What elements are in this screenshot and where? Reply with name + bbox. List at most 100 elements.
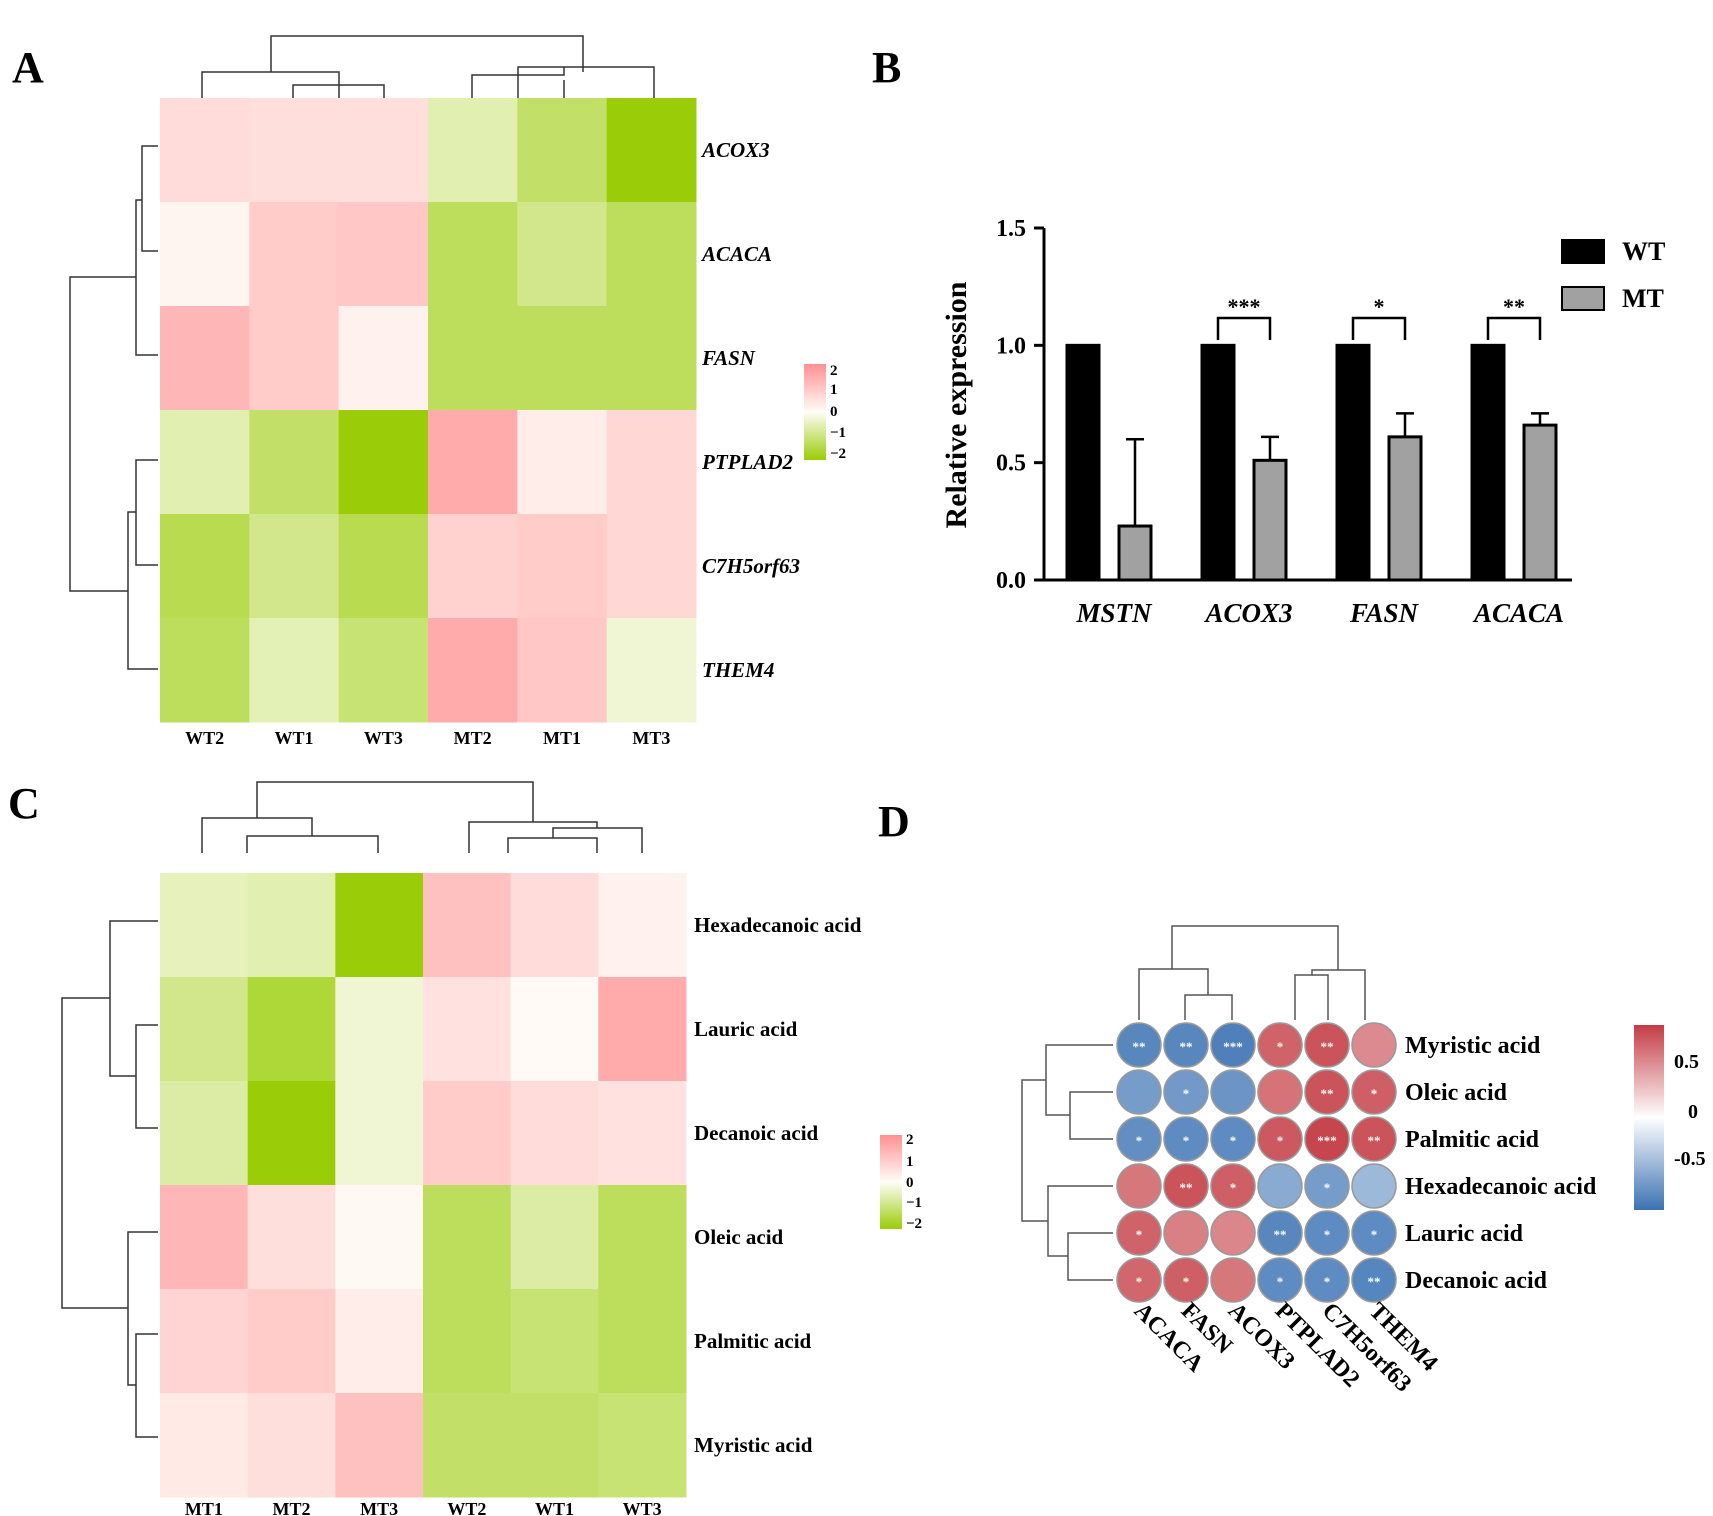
- column-label: WT2: [447, 1499, 486, 1516]
- column-label: WT3: [623, 1499, 662, 1516]
- heatmap-cell: [606, 202, 697, 307]
- correlation-significance: *: [1371, 1086, 1378, 1101]
- correlation-significance: *: [1136, 1227, 1143, 1242]
- heatmap-cell: [160, 1081, 249, 1186]
- panel-label-d: D: [878, 797, 910, 846]
- correlation-significance: *: [1277, 1274, 1284, 1289]
- row-label: Palmitic acid: [694, 1329, 812, 1353]
- row-label: THEM4: [702, 658, 774, 682]
- heatmap-cell: [598, 977, 687, 1082]
- correlation-cell: [1210, 1022, 1256, 1068]
- correlation-significance: **: [1180, 1180, 1193, 1195]
- heatmap-cell: [338, 514, 429, 619]
- heatmap-cell: [517, 306, 608, 411]
- heatmap-cell: [598, 1081, 687, 1186]
- heatmap-a-legend-tick: 2: [830, 363, 838, 379]
- heatmap-cell: [517, 618, 608, 723]
- heatmap-c-column-labels: MT1 MT2 MT3 WT2 WT1 WT3: [185, 1499, 662, 1516]
- column-dendrogram-c: [201, 781, 643, 853]
- heatmap-cell: [160, 1185, 249, 1290]
- heatmap-a-legend-tick: −1: [830, 425, 846, 441]
- heatmap-cell: [160, 1289, 249, 1394]
- correlation-significance: *: [1324, 1227, 1331, 1242]
- heatmap-cell: [160, 514, 250, 619]
- row-dendrogram-d: [1021, 1044, 1113, 1281]
- correlation-colorbar: [1634, 1025, 1664, 1210]
- heatmap-cell: [606, 98, 697, 203]
- bar-mt: [1387, 435, 1423, 582]
- x-category-label: MSTN: [1075, 598, 1153, 628]
- bar-chart-b: 0.00.51.01.5 MSTN ACOX3 FASN ACACA *** * ** R…: [940, 216, 1665, 628]
- correlation-row-label: Myristic acid: [1405, 1033, 1541, 1059]
- correlation-cell: [1210, 1069, 1256, 1115]
- heatmap-cell: [247, 1289, 336, 1394]
- heatmap-cell: [249, 202, 340, 307]
- column-dendrogram-a: [201, 35, 655, 108]
- correlation-significance: *: [1136, 1274, 1143, 1289]
- correlation-cell: [1304, 1210, 1350, 1256]
- correlation-cell: [1257, 1210, 1303, 1256]
- row-label: PTPLAD2: [701, 450, 793, 474]
- correlation-cell: [1257, 1257, 1303, 1303]
- correlation-row-label: Decanoic acid: [1405, 1268, 1548, 1294]
- bar-mt: [1117, 524, 1153, 582]
- x-category-label: ACOX3: [1203, 598, 1292, 628]
- heatmap-cell: [249, 306, 340, 411]
- row-label: Oleic acid: [694, 1225, 784, 1249]
- heatmap-cell: [428, 618, 518, 723]
- heatmap-cell: [249, 410, 340, 515]
- correlation-significance: **: [1321, 1039, 1334, 1054]
- correlation-cell: [1163, 1210, 1209, 1256]
- row-label: Decanoic acid: [694, 1121, 819, 1145]
- heatmap-cell: [249, 98, 340, 203]
- row-dendrogram-c: [61, 920, 158, 1438]
- heatmap-c-legend-tick: −2: [906, 1216, 922, 1232]
- bar-legend: WT MT: [1561, 237, 1665, 313]
- correlation-row-label: Oleic acid: [1405, 1080, 1508, 1106]
- heatmap-cell: [160, 1393, 249, 1498]
- row-label: FASN: [701, 346, 756, 370]
- y-tick-label: 1.5: [996, 216, 1026, 242]
- correlation-significance: **: [1180, 1039, 1193, 1054]
- correlation-cell: [1304, 1069, 1350, 1115]
- heatmap-cell: [510, 1393, 599, 1498]
- correlation-significance: *: [1230, 1180, 1237, 1195]
- column-label: MT1: [185, 1499, 223, 1516]
- y-tick-label: 1.0: [996, 333, 1026, 359]
- correlation-row-label: Hexadecanoic acid: [1405, 1174, 1597, 1200]
- heatmap-a-legend-tick: −2: [830, 446, 846, 462]
- column-label: MT2: [454, 728, 492, 748]
- correlation-significance: *: [1371, 1227, 1378, 1242]
- heatmap-cell: [598, 873, 687, 978]
- correlation-cell: [1163, 1257, 1209, 1303]
- column-dendrogram-d: [1138, 925, 1366, 1020]
- heatmap-cell: [606, 618, 697, 723]
- heatmap-cell: [338, 306, 429, 411]
- y-tick-label: 0.0: [996, 568, 1026, 594]
- heatmap-cell: [335, 977, 424, 1082]
- bar-wt: [1335, 343, 1371, 582]
- heatmap-cell: [160, 202, 250, 307]
- correlation-legend: 0.5 0 -0.5: [1634, 1025, 1706, 1210]
- correlation-row-label: Palmitic acid: [1405, 1127, 1540, 1153]
- bars: [1065, 343, 1558, 582]
- bar-wt: [1470, 343, 1506, 582]
- correlation-cell: [1116, 1257, 1162, 1303]
- heatmap-cell: [423, 977, 512, 1082]
- bar-wt: [1200, 343, 1236, 582]
- column-label: MT3: [632, 728, 670, 748]
- heatmap-cell: [335, 1289, 424, 1394]
- column-label: MT3: [360, 1499, 398, 1516]
- heatmap-c-legend-tick: 0: [906, 1175, 914, 1191]
- correlation-cell: [1210, 1257, 1256, 1303]
- significance-label: *: [1374, 294, 1385, 319]
- heatmap-cell: [423, 1081, 512, 1186]
- row-label: Lauric acid: [694, 1017, 798, 1041]
- column-label: WT3: [364, 728, 403, 748]
- heatmap-cell: [160, 618, 250, 723]
- legend-label-wt: WT: [1622, 237, 1665, 266]
- heatmap-cell: [606, 514, 697, 619]
- correlation-cells: ** ** *** * *** ** ** * * * *** **** * ** ** * ** * * * **: [1116, 1022, 1397, 1303]
